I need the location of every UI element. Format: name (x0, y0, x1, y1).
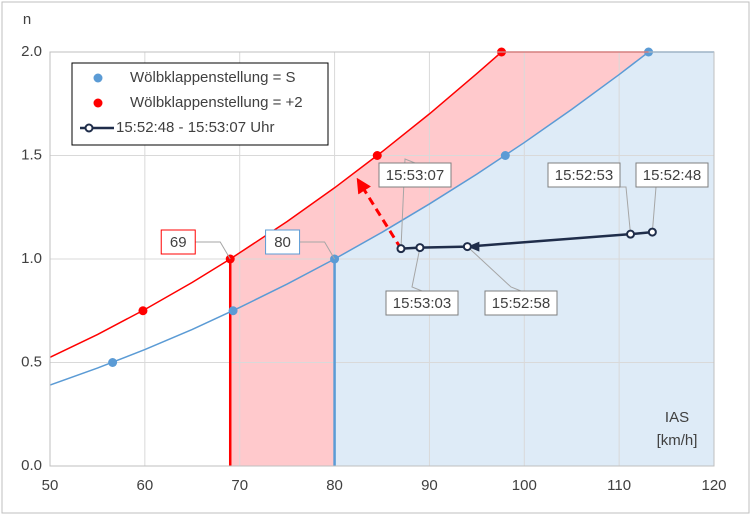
plot-border (49, 51, 715, 467)
point (626, 229, 636, 239)
y-tick-label: 0.5 (21, 353, 42, 370)
point-label: 15:52:53 (555, 167, 613, 184)
point (415, 243, 425, 253)
x-tick-label: 50 (42, 477, 59, 494)
x-tick-label: 90 (421, 477, 438, 494)
leader-line (400, 158, 416, 249)
point (500, 151, 510, 160)
x-tick-label: 100 (512, 477, 537, 494)
leader-line (467, 246, 522, 292)
y-axis-label: n (23, 11, 31, 28)
point-label: 15:52:58 (492, 295, 550, 312)
legend-marker (93, 73, 103, 83)
point (138, 306, 148, 316)
point-label: 15:53:03 (393, 295, 451, 312)
point (372, 151, 382, 160)
legend-label: Wölbklappenstellung = S (130, 69, 296, 86)
x-tick-label: 80 (326, 477, 343, 494)
x-axis-label: [km/h] (657, 432, 698, 449)
point-label: 15:53:07 (386, 167, 444, 184)
leader-line (299, 241, 336, 260)
point (228, 306, 238, 316)
label-box (160, 229, 196, 255)
line (49, 51, 649, 359)
y-tick-label: 1.0 (21, 250, 42, 267)
line (49, 51, 714, 386)
x-tick-label: 60 (137, 477, 154, 494)
y-tick-label: 1.5 (21, 146, 42, 163)
x-axis-label: IAS (665, 409, 689, 426)
point (396, 244, 406, 254)
point (108, 358, 118, 367)
label-box (385, 290, 459, 316)
label-box (635, 162, 709, 188)
arrowhead (467, 241, 480, 252)
legend-box (71, 62, 329, 146)
leader-line (620, 186, 632, 235)
label-box (265, 229, 301, 255)
label-box (484, 290, 558, 316)
legend-label: Wölbklappenstellung = +2 (130, 94, 303, 111)
point-label: 15:52:48 (643, 167, 701, 184)
legend-marker (84, 123, 94, 133)
line (356, 177, 403, 250)
x-tick-label: 70 (231, 477, 248, 494)
leader-line (411, 247, 423, 292)
label-box (547, 162, 621, 188)
point (462, 242, 472, 252)
callout-label: 80 (274, 234, 291, 251)
y-tick-label: 2.0 (21, 43, 42, 60)
leader-line (195, 241, 231, 260)
callout-label: 69 (170, 234, 187, 251)
y-tick-label: 0.0 (21, 457, 42, 474)
x-tick-label: 110 (607, 477, 631, 494)
point (647, 227, 657, 237)
legend-label: 15:52:48 - 15:53:07 Uhr (116, 119, 274, 136)
legend-marker (93, 98, 103, 108)
x-tick-label: 120 (701, 477, 726, 494)
label-box (378, 162, 452, 188)
